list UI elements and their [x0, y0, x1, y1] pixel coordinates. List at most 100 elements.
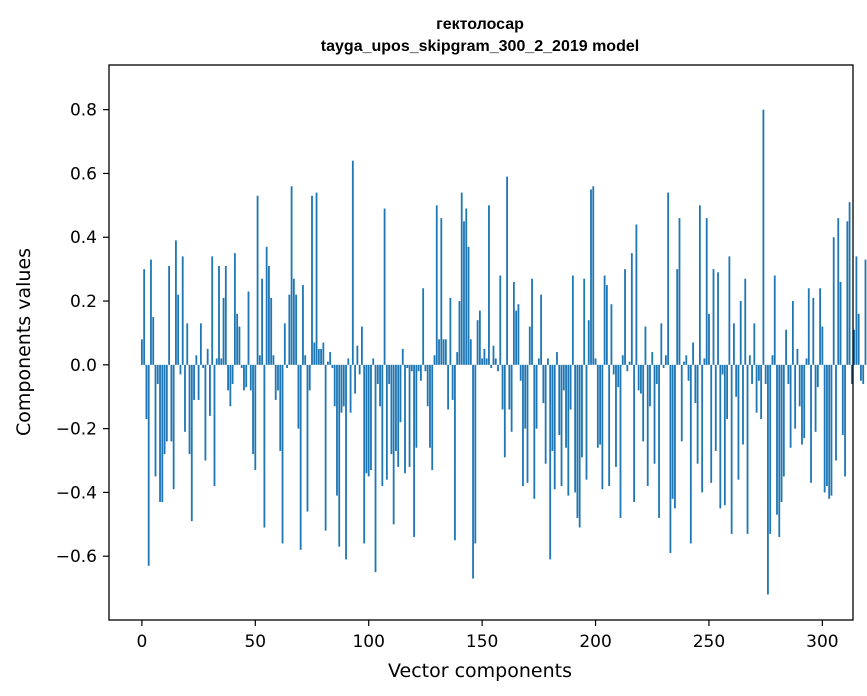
- bar: [524, 364, 527, 429]
- bar: [753, 323, 756, 365]
- bar: [608, 364, 611, 487]
- bar: [678, 218, 681, 365]
- bar: [485, 358, 488, 365]
- bar: [202, 364, 205, 369]
- bar: [281, 364, 284, 544]
- bar: [175, 240, 177, 365]
- bar: [361, 326, 363, 365]
- bar: [385, 364, 388, 480]
- bar: [247, 291, 250, 365]
- bar: [567, 364, 570, 496]
- bar: [252, 364, 254, 455]
- bar: [674, 364, 676, 509]
- bar: [812, 297, 815, 365]
- bar: [317, 348, 320, 365]
- bar: [222, 297, 225, 365]
- bar: [773, 275, 776, 365]
- bar: [662, 364, 665, 369]
- bar: [612, 364, 615, 375]
- bar: [587, 320, 590, 365]
- bar: [179, 364, 182, 375]
- bar: [848, 202, 851, 365]
- bar: [651, 352, 654, 365]
- bar: [410, 364, 413, 372]
- bar: [676, 269, 679, 365]
- bar: [165, 364, 168, 442]
- bar: [805, 358, 808, 365]
- bar: [440, 218, 443, 365]
- bar: [370, 364, 372, 471]
- bar: [342, 364, 345, 407]
- bar: [279, 364, 282, 451]
- bar: [780, 364, 783, 502]
- bar: [819, 288, 822, 365]
- bar: [147, 364, 150, 566]
- bar: [460, 192, 463, 365]
- x-tick-label: 0: [136, 632, 147, 652]
- bar: [417, 364, 420, 372]
- bar: [345, 364, 347, 560]
- bar: [290, 186, 293, 365]
- bar: [152, 316, 155, 365]
- bar: [547, 358, 549, 365]
- bar: [723, 364, 726, 506]
- bar: [159, 364, 161, 502]
- bar: [755, 364, 758, 413]
- bar: [610, 304, 613, 365]
- bar: [456, 352, 459, 365]
- x-tick-label: 50: [244, 632, 266, 652]
- bar: [193, 364, 195, 400]
- bar: [615, 364, 617, 467]
- bar: [268, 265, 270, 365]
- bar: [733, 323, 735, 365]
- bar: [537, 358, 540, 365]
- bar: [583, 278, 586, 365]
- bar: [653, 364, 656, 464]
- bar: [483, 348, 486, 365]
- bar: [680, 364, 683, 442]
- bar: [644, 326, 647, 365]
- bar: [469, 339, 472, 365]
- bar: [311, 195, 313, 365]
- bar: [730, 364, 733, 534]
- bar: [372, 358, 375, 365]
- y-axis-label: Components values: [13, 248, 35, 436]
- bar: [390, 364, 393, 455]
- bar: [744, 278, 747, 365]
- bar: [721, 364, 724, 375]
- bar: [329, 352, 332, 365]
- bar: [220, 358, 223, 365]
- bar: [283, 323, 286, 365]
- bar: [714, 364, 717, 451]
- bar: [764, 364, 767, 384]
- bar: [444, 339, 447, 365]
- bar: [197, 364, 200, 400]
- bar: [664, 355, 667, 365]
- x-axis-ticks: 0 50 100 150 200 250 300: [136, 620, 839, 652]
- bar: [272, 355, 275, 365]
- bar: [331, 364, 334, 369]
- bar: [181, 256, 184, 365]
- bar: [379, 364, 381, 407]
- x-tick-label: 150: [466, 632, 498, 652]
- bar: [857, 313, 860, 365]
- bar: [553, 364, 556, 490]
- bar: [501, 364, 504, 410]
- bar: [508, 364, 511, 410]
- bar: [839, 281, 842, 365]
- bar: [517, 304, 520, 365]
- bar: [569, 364, 572, 410]
- bar: [190, 364, 193, 522]
- bar: [605, 285, 608, 365]
- bar: [150, 259, 152, 365]
- bar: [667, 192, 670, 365]
- bar: [626, 364, 629, 372]
- bar: [571, 275, 574, 365]
- bar: [413, 364, 415, 538]
- bar: [215, 358, 218, 365]
- bar: [798, 364, 801, 407]
- bar: [333, 364, 336, 407]
- bar: [782, 364, 785, 477]
- bar: [683, 361, 685, 365]
